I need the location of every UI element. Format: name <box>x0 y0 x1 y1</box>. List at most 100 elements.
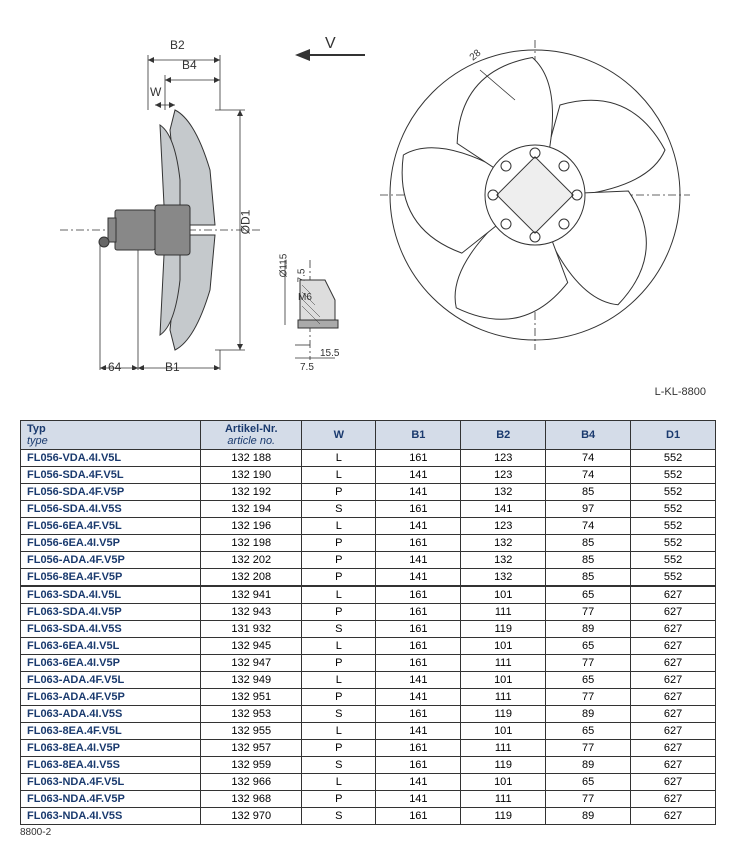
cell-W: S <box>302 808 376 825</box>
cell-B2: 111 <box>461 689 546 706</box>
table-row: FL056-SDA.4F.V5L132 190L14112374552 <box>21 467 716 484</box>
cell-W: L <box>302 518 376 535</box>
dim-B4: B4 <box>182 58 197 72</box>
cell-B1: 161 <box>376 604 461 621</box>
cell-B2: 132 <box>461 484 546 501</box>
cell-B1: 161 <box>376 757 461 774</box>
cell-B1: 161 <box>376 621 461 638</box>
cell-art: 132 196 <box>201 518 302 535</box>
cell-B4: 85 <box>546 535 631 552</box>
cell-D1: 552 <box>631 501 716 518</box>
cell-D1: 627 <box>631 689 716 706</box>
cell-B4: 85 <box>546 552 631 569</box>
cell-typ: FL063-6EA.4I.V5P <box>21 655 201 672</box>
cell-B2: 141 <box>461 501 546 518</box>
cell-typ: FL056-SDA.4I.V5S <box>21 501 201 518</box>
cell-D1: 627 <box>631 655 716 672</box>
th-W: W <box>302 421 376 450</box>
dim-W: W <box>150 85 161 99</box>
cell-art: 132 970 <box>201 808 302 825</box>
cell-W: L <box>302 638 376 655</box>
dim-115: Ø115 <box>278 254 289 278</box>
cell-B1: 141 <box>376 518 461 535</box>
table-footer: 8800-2 <box>20 827 716 838</box>
cell-B1: 161 <box>376 638 461 655</box>
cell-typ: FL056-SDA.4F.V5L <box>21 467 201 484</box>
cell-art: 132 202 <box>201 552 302 569</box>
cell-B1: 161 <box>376 501 461 518</box>
cell-art: 132 190 <box>201 467 302 484</box>
table-row: FL063-SDA.4I.V5L132 941L16110165627 <box>21 586 716 604</box>
cell-D1: 627 <box>631 757 716 774</box>
dim-7-5a: 7.5 <box>296 269 307 283</box>
cell-typ: FL056-6EA.4I.V5P <box>21 535 201 552</box>
table-row: FL056-6EA.4F.V5L132 196L14112374552 <box>21 518 716 535</box>
spec-table: Typtype Artikel-Nr.article no. W B1 B2 B… <box>20 420 716 825</box>
cell-B1: 141 <box>376 791 461 808</box>
table-row: FL063-8EA.4I.V5P132 957P16111177627 <box>21 740 716 757</box>
table-row: FL063-SDA.4I.V5S131 932S16111989627 <box>21 621 716 638</box>
cell-D1: 552 <box>631 535 716 552</box>
cell-typ: FL063-NDA.4I.V5S <box>21 808 201 825</box>
cell-B4: 74 <box>546 450 631 467</box>
table-row: FL063-ADA.4I.V5S132 953S16111989627 <box>21 706 716 723</box>
dim-D1: ØD1 <box>238 210 252 235</box>
cell-B4: 77 <box>546 791 631 808</box>
cell-W: S <box>302 706 376 723</box>
dim-M6: M6 <box>298 292 312 303</box>
dim-B1: B1 <box>165 360 180 374</box>
cell-typ: FL056-SDA.4F.V5P <box>21 484 201 501</box>
cell-B1: 161 <box>376 740 461 757</box>
table-row: FL063-ADA.4F.V5L132 949L14110165627 <box>21 672 716 689</box>
table-row: FL063-SDA.4I.V5P132 943P16111177627 <box>21 604 716 621</box>
cell-B1: 141 <box>376 569 461 587</box>
cell-D1: 627 <box>631 740 716 757</box>
cell-B2: 119 <box>461 757 546 774</box>
cell-B4: 97 <box>546 501 631 518</box>
drawing-number: L-KL-8800 <box>655 386 706 398</box>
cell-B1: 161 <box>376 586 461 604</box>
cell-W: S <box>302 757 376 774</box>
cell-B4: 89 <box>546 808 631 825</box>
cell-B2: 101 <box>461 638 546 655</box>
dim-64: 64 <box>108 360 121 374</box>
cell-B4: 77 <box>546 604 631 621</box>
cell-art: 132 188 <box>201 450 302 467</box>
cell-typ: FL063-8EA.4F.V5L <box>21 723 201 740</box>
cell-B4: 77 <box>546 655 631 672</box>
cell-B4: 65 <box>546 638 631 655</box>
front-view-drawing <box>380 40 690 350</box>
cell-B2: 132 <box>461 535 546 552</box>
cell-typ: FL063-6EA.4I.V5L <box>21 638 201 655</box>
cell-W: P <box>302 535 376 552</box>
table-row: FL056-VDA.4I.V5L132 188L16112374552 <box>21 450 716 467</box>
cell-W: L <box>302 586 376 604</box>
cell-art: 132 945 <box>201 638 302 655</box>
dim-15-5: 15.5 <box>320 348 339 359</box>
cell-D1: 627 <box>631 638 716 655</box>
table-header-row: Typtype Artikel-Nr.article no. W B1 B2 B… <box>21 421 716 450</box>
cell-W: L <box>302 450 376 467</box>
cell-typ: FL056-6EA.4F.V5L <box>21 518 201 535</box>
table-row: FL063-8EA.4I.V5S132 959S16111989627 <box>21 757 716 774</box>
cell-B1: 141 <box>376 689 461 706</box>
cell-B2: 119 <box>461 621 546 638</box>
cell-B2: 111 <box>461 740 546 757</box>
cell-B4: 74 <box>546 518 631 535</box>
cell-B4: 85 <box>546 569 631 587</box>
technical-diagram: B2 B4 W V ØD1 64 B1 Ø115 7.5 M6 15.5 7.5… <box>20 20 716 400</box>
th-B2: B2 <box>461 421 546 450</box>
cell-B4: 74 <box>546 467 631 484</box>
dim-7-5b: 7.5 <box>300 362 314 373</box>
cell-B4: 65 <box>546 672 631 689</box>
table-row: FL056-6EA.4I.V5P132 198P16113285552 <box>21 535 716 552</box>
cell-W: S <box>302 501 376 518</box>
cell-art: 132 968 <box>201 791 302 808</box>
table-row: FL063-8EA.4F.V5L132 955L14110165627 <box>21 723 716 740</box>
table-row: FL063-NDA.4F.V5P132 968P14111177627 <box>21 791 716 808</box>
cell-typ: FL063-NDA.4F.V5P <box>21 791 201 808</box>
cell-art: 132 198 <box>201 535 302 552</box>
dim-B2: B2 <box>170 38 185 52</box>
cell-B1: 161 <box>376 808 461 825</box>
cell-B1: 141 <box>376 672 461 689</box>
